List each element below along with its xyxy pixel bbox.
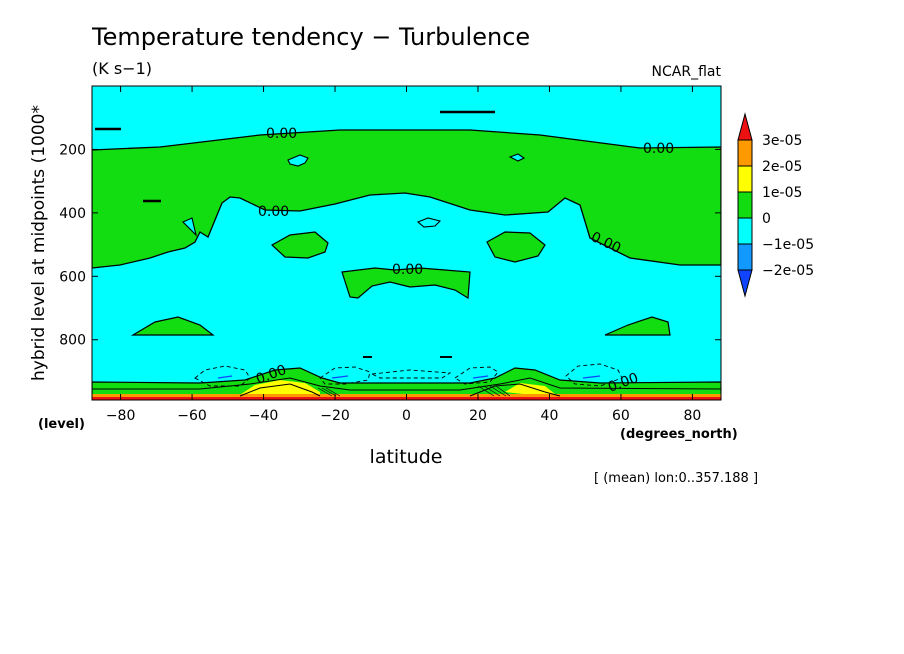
negative-contours-solid [217, 375, 601, 379]
negative-contours [194, 363, 623, 387]
x-tick-label: 20 [469, 408, 487, 424]
y-tick-label: 800 [59, 333, 86, 349]
colorbar-label: 1e-05 [762, 185, 802, 201]
colorbar: 3e-05 2e-05 1e-05 0 −1e-05 −2e-05 [737, 112, 814, 298]
field-blob [604, 316, 671, 336]
field-blob [486, 231, 546, 263]
field-blob [270, 231, 329, 259]
colorbar-top-triangle [737, 112, 753, 141]
x-tick-label: 0 [402, 408, 411, 424]
chart-title: Temperature tendency − Turbulence [91, 23, 530, 51]
x-axis-unit-label: (degrees_north) [620, 427, 738, 442]
colorbar-swatch [737, 165, 753, 193]
contour-line [469, 383, 561, 397]
colorbar-label: 3e-05 [762, 133, 802, 149]
field-blob [130, 316, 215, 336]
averaging-footer: [ (mean) lon:0..357.188 ] [594, 471, 758, 486]
x-tick-label: −60 [177, 408, 207, 424]
chart-units: (K s−1) [92, 59, 152, 78]
x-tick-label: 60 [612, 408, 630, 424]
y-axis-title: hybrid level at midpoints (1000* [29, 105, 49, 381]
field-hole [508, 153, 526, 162]
contour-label: 0.00 [643, 141, 674, 157]
contour-label: 0.00 [258, 204, 289, 220]
contour-label: 0.00 [392, 262, 423, 278]
x-tick-label: −40 [249, 408, 279, 424]
y-tick-label: 400 [59, 206, 86, 222]
colorbar-label: −2e-05 [762, 263, 814, 279]
contour-line [239, 383, 321, 397]
field-hole [182, 217, 197, 237]
field-yellow-band [235, 380, 320, 398]
field-positive-upper-band [92, 129, 721, 269]
colorbar-swatch [737, 217, 753, 245]
colorbar-label: 0 [762, 211, 771, 227]
contour-line [92, 377, 721, 391]
x-tick-label: −20 [320, 408, 350, 424]
surface-hatching [317, 385, 511, 397]
y-tick-label: 200 [59, 142, 86, 158]
y-axis: 200 400 600 800 [59, 142, 721, 349]
colorbar-bottom-triangle [737, 269, 753, 298]
x-tick-label: −80 [106, 408, 136, 424]
field-blob [341, 267, 471, 300]
colorbar-label: −1e-05 [762, 237, 814, 253]
x-tick-label: 40 [541, 408, 559, 424]
colorbar-swatch [737, 139, 753, 167]
x-axis-title: latitude [370, 446, 443, 468]
colorbar-swatch [737, 191, 753, 219]
y-axis-unit-label: (level) [38, 417, 85, 432]
field-hole [287, 154, 309, 167]
x-axis: −80 −60 −40 −20 0 20 40 60 80 [106, 86, 701, 424]
colorbar-label: 2e-05 [762, 159, 802, 175]
y-tick-label: 600 [59, 269, 86, 285]
field-hole [416, 217, 442, 228]
colorbar-swatch [737, 243, 753, 271]
colormap-name: NCAR_flat [652, 64, 722, 80]
contour-label: 0.00 [266, 126, 297, 142]
x-tick-label: 80 [683, 408, 701, 424]
contour-field [92, 86, 721, 400]
